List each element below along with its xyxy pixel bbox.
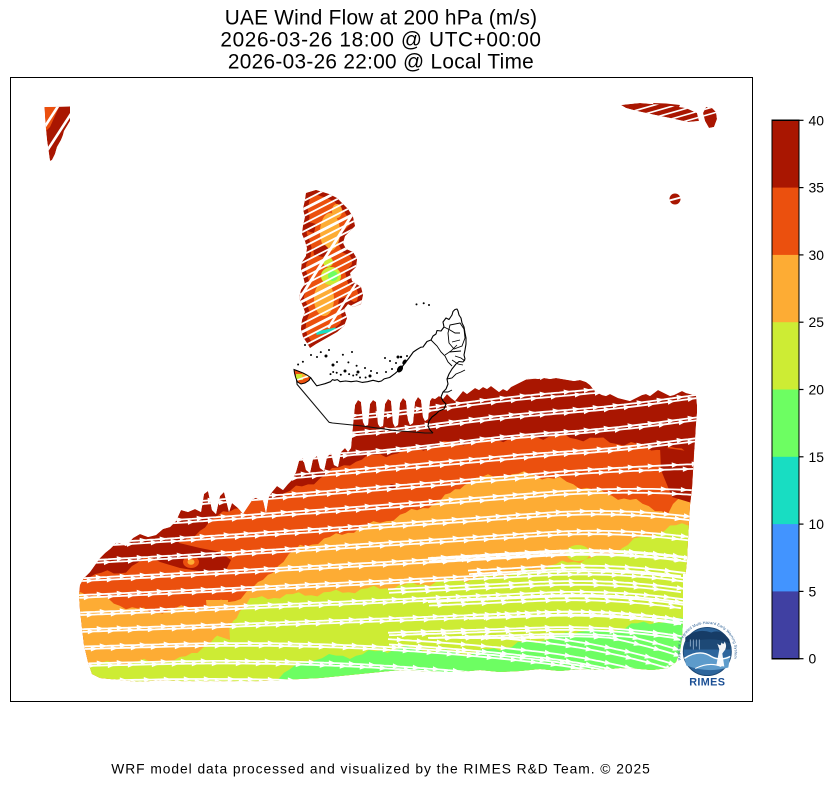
- svg-text:35: 35: [809, 180, 825, 196]
- svg-text:10: 10: [809, 516, 825, 532]
- svg-text:0: 0: [809, 651, 817, 667]
- svg-text:2026-03-26 18:00 @ UTC+00:00: 2026-03-26 18:00 @ UTC+00:00: [220, 29, 541, 52]
- svg-text:RIMES: RIMES: [689, 677, 725, 689]
- svg-text:2026-03-26 22:00 @ Local Time: 2026-03-26 22:00 @ Local Time: [228, 51, 534, 74]
- svg-text:WRF model data processed and v: WRF model data processed and visualized …: [111, 762, 650, 777]
- svg-text:15: 15: [809, 449, 825, 465]
- svg-text:UAE Wind Flow at 200 hPa (m/s): UAE Wind Flow at 200 hPa (m/s): [225, 7, 538, 30]
- svg-text:20: 20: [809, 382, 825, 398]
- svg-text:30: 30: [809, 247, 825, 263]
- svg-text:5: 5: [809, 583, 817, 599]
- svg-text:25: 25: [809, 314, 825, 330]
- svg-text:40: 40: [809, 112, 825, 128]
